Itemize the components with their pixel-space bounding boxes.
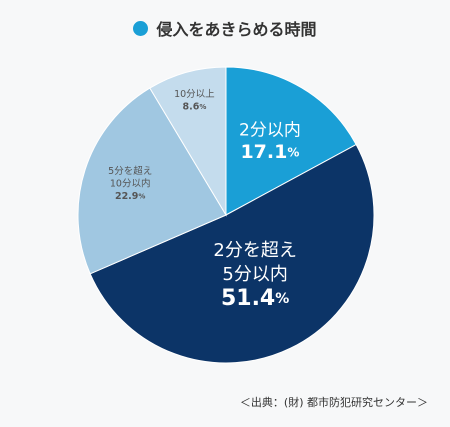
slices-layer bbox=[77, 66, 375, 364]
pie-slice bbox=[225, 66, 357, 216]
slice-value-unit: % bbox=[199, 103, 206, 111]
pie-slice bbox=[77, 87, 227, 275]
chart-legend: 侵入をあきらめる時間 bbox=[0, 16, 450, 40]
legend-label: 侵入をあきらめる時間 bbox=[156, 20, 317, 39]
slice-label: 10分以上 bbox=[174, 89, 215, 100]
slice-label: 2分以内 bbox=[239, 120, 301, 140]
slice-label: 5分を超え bbox=[108, 165, 152, 177]
pie-slice bbox=[149, 66, 227, 217]
slice-label: 10分以内 bbox=[110, 178, 151, 190]
slice-value-unit: % bbox=[138, 193, 145, 201]
slice-value-unit: % bbox=[275, 291, 289, 307]
slice-label: 5分以内 bbox=[222, 264, 287, 285]
pie-slice bbox=[89, 143, 375, 364]
slice-value-label: 22.9% bbox=[115, 191, 145, 202]
slice-value-label: 8.6% bbox=[182, 102, 206, 113]
source-note: ＜出典：(財) 都市防犯研究センター＞ bbox=[239, 396, 428, 409]
legend-marker bbox=[133, 20, 149, 36]
slice-label: 2分を超え bbox=[213, 240, 296, 261]
slice-value-label: 17.1% bbox=[240, 141, 299, 163]
slice-value-unit: % bbox=[287, 145, 299, 159]
slice-value-label: 51.4% bbox=[221, 286, 289, 311]
